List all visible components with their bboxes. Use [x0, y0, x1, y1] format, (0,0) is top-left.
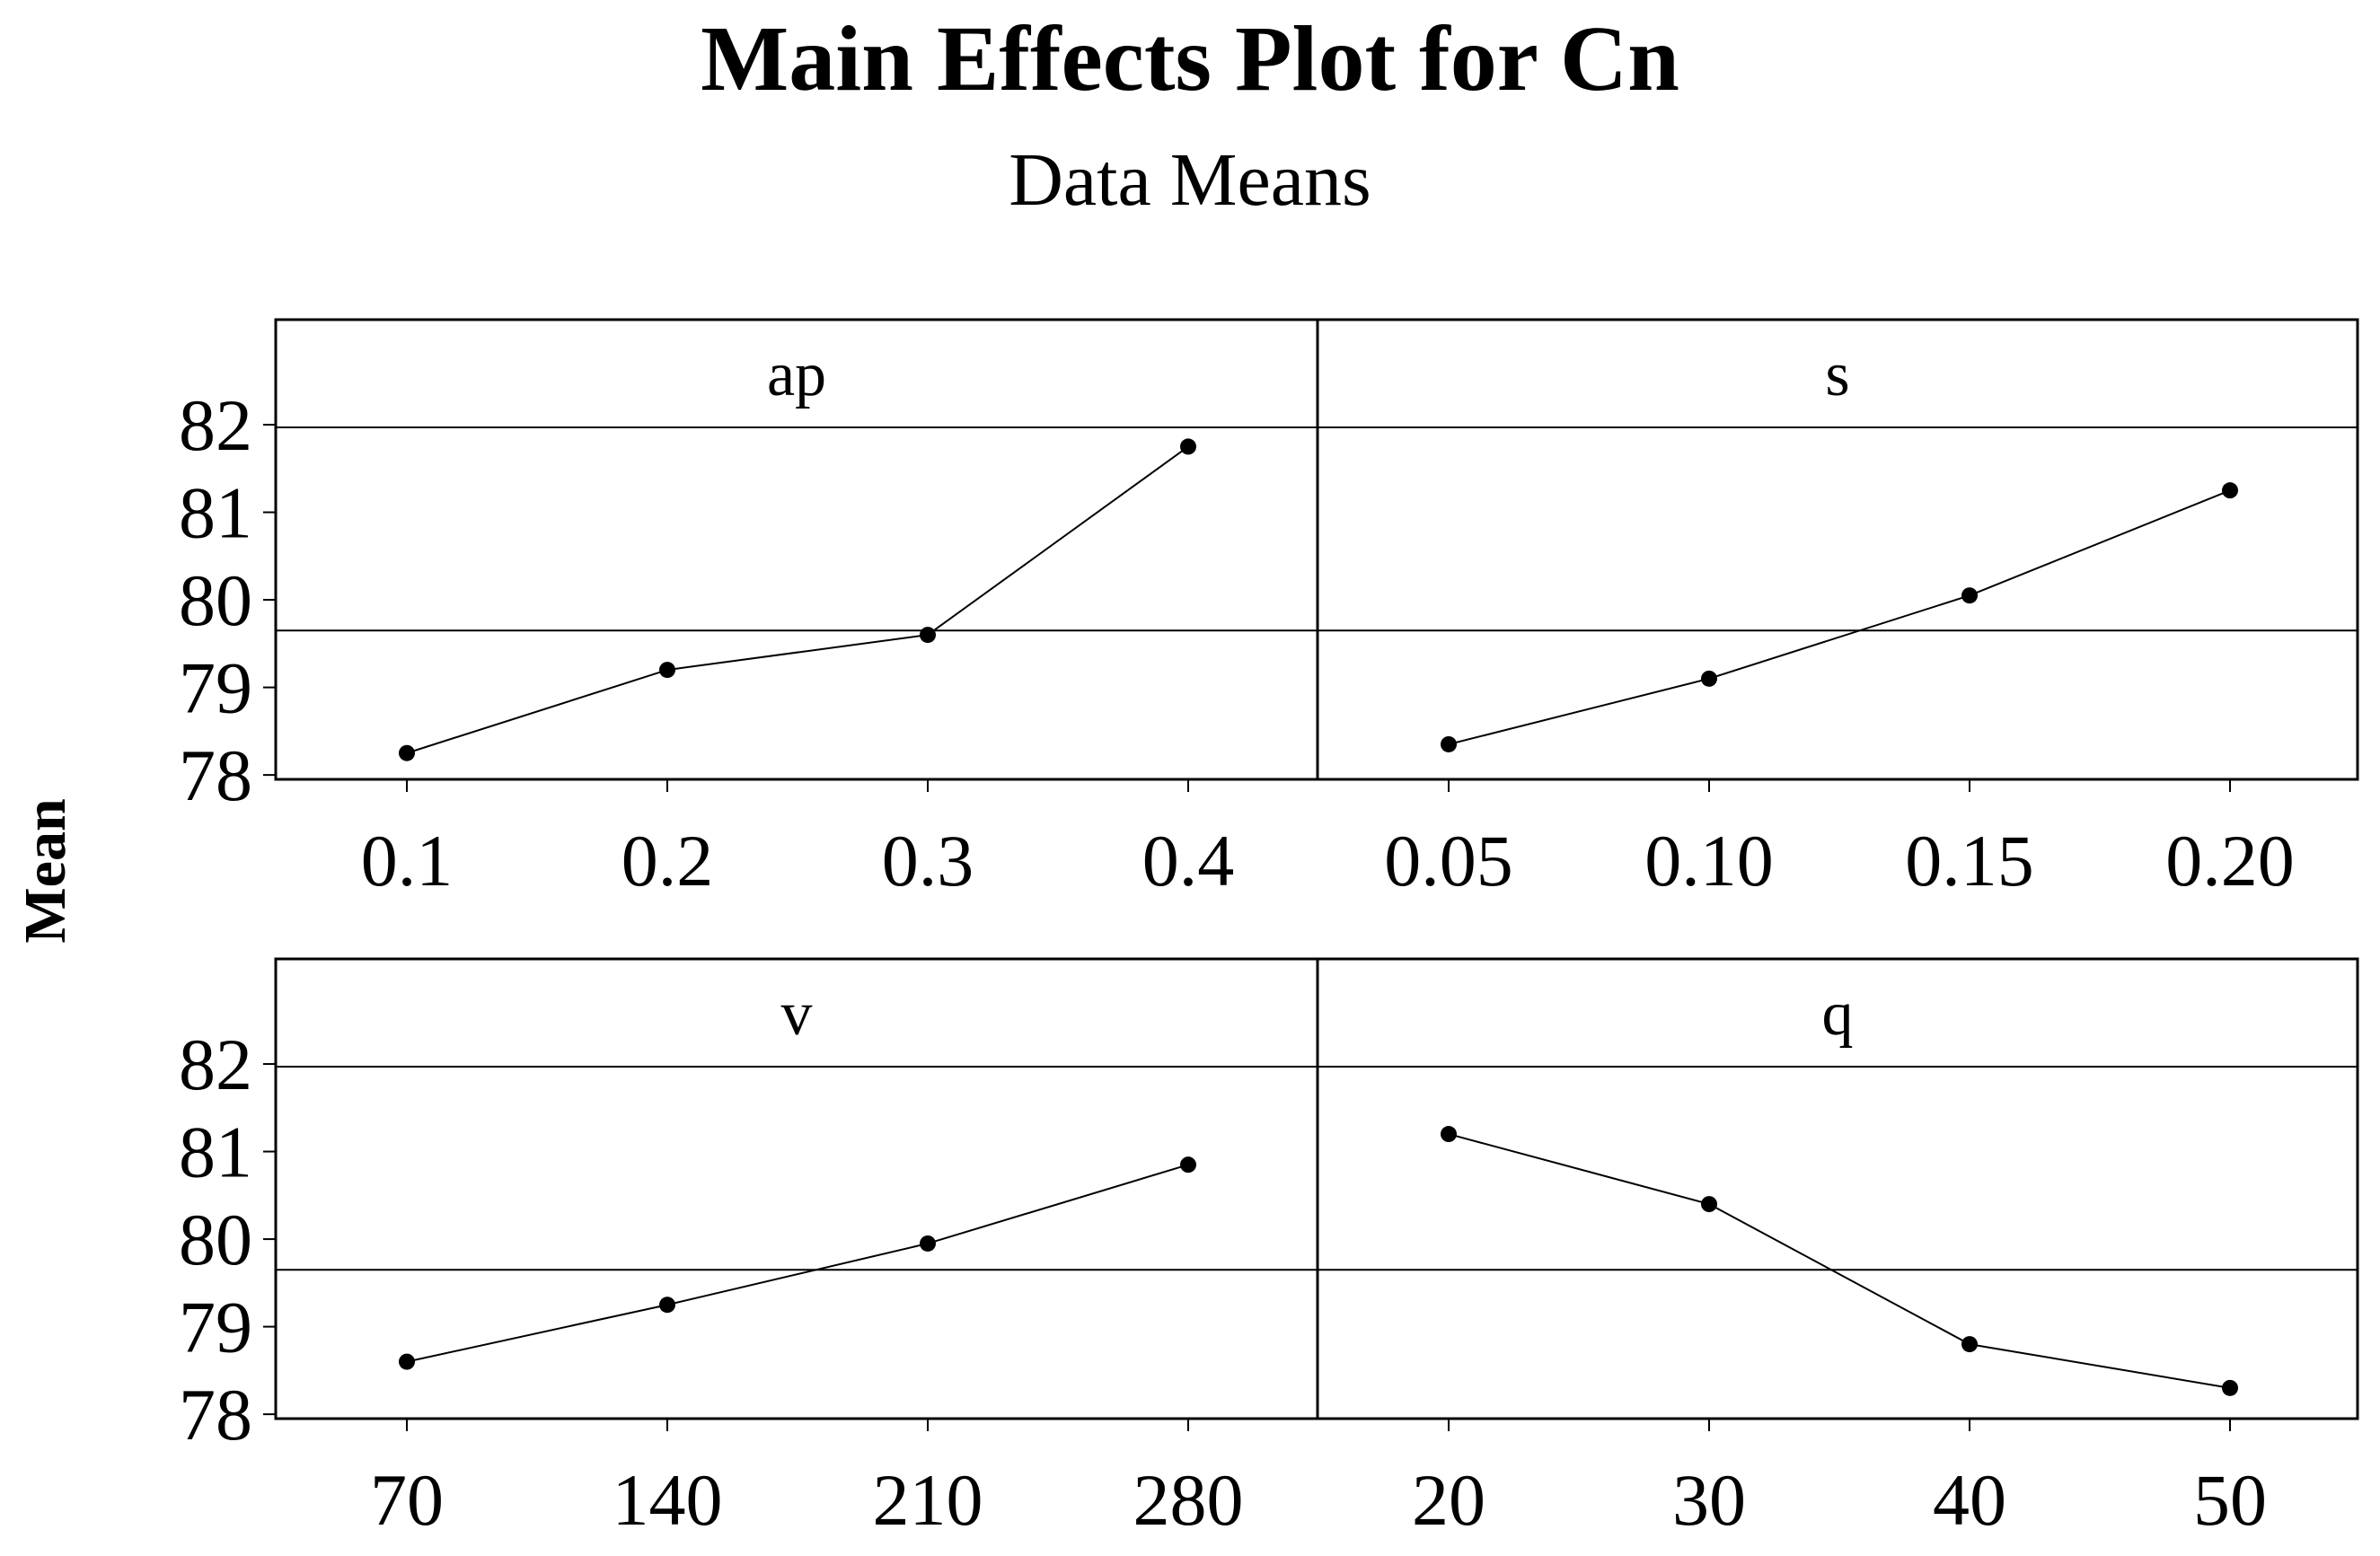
data-point	[2222, 482, 2238, 499]
x-tick-label: 0.2	[621, 820, 714, 901]
x-tick-label: 0.3	[882, 820, 974, 901]
x-tick-label: 20	[1412, 1459, 1485, 1541]
chart-title: Main Effects Plot for Cn	[701, 7, 1679, 110]
x-tick-label: 0.4	[1142, 820, 1235, 901]
x-tick-label: 30	[1672, 1459, 1746, 1541]
y-tick-label: 80	[179, 559, 252, 641]
data-point	[659, 1297, 675, 1314]
data-point	[399, 1353, 415, 1370]
data-point	[1701, 1196, 1717, 1213]
data-point	[1441, 735, 1457, 752]
chart-subtitle: Data Means	[1009, 138, 1371, 222]
data-point	[1961, 587, 1978, 604]
y-tick-label: 78	[179, 1374, 252, 1455]
series-line-ap	[406, 445, 1189, 754]
panel-title-v: v	[781, 980, 813, 1049]
x-tick-label: 50	[2193, 1459, 2267, 1541]
y-tick-label: 81	[179, 1112, 252, 1193]
data-point	[659, 662, 675, 679]
x-tick-label: 0.15	[1905, 820, 2034, 901]
data-point	[1701, 670, 1717, 687]
panel-title-q: q	[1822, 980, 1854, 1049]
x-tick-label: 0.10	[1644, 820, 1774, 901]
series-line-v	[406, 1164, 1189, 1363]
series-line-q	[1448, 1133, 2231, 1389]
series-line-s	[1448, 489, 2231, 745]
panel-title-s: s	[1825, 340, 1849, 409]
data-point	[920, 1235, 936, 1252]
x-tick-label: 0.05	[1384, 820, 1513, 901]
x-tick-label: 210	[873, 1459, 983, 1541]
panel-s: s 0.05 0.10 0.15 0.20	[1316, 318, 2359, 901]
y-tick-label: 80	[179, 1199, 252, 1280]
data-point	[920, 627, 936, 644]
y-tick-label: 79	[179, 647, 252, 729]
x-tick-label: 40	[1933, 1459, 2006, 1541]
x-tick-label: 280	[1133, 1459, 1244, 1541]
data-point	[399, 744, 415, 761]
y-tick-label: 82	[179, 1024, 252, 1105]
x-tick-label: 0.20	[2165, 820, 2295, 901]
y-tick-label: 78	[179, 734, 252, 816]
y-axis-label: Mean	[13, 798, 78, 943]
data-point	[2222, 1379, 2238, 1396]
y-tick-label: 82	[179, 384, 252, 466]
data-point	[1441, 1126, 1457, 1143]
data-point	[1180, 1156, 1196, 1174]
x-tick-label: 140	[613, 1459, 723, 1541]
x-tick-label: 0.1	[361, 820, 454, 901]
panel-title-ap: ap	[767, 340, 826, 409]
y-tick-label: 79	[179, 1287, 252, 1368]
y-tick-label: 81	[179, 472, 252, 554]
x-tick-label: 70	[370, 1459, 444, 1541]
data-point	[1180, 438, 1196, 455]
data-point	[1961, 1336, 1978, 1353]
panel-q: q 20 30 40 50	[1316, 957, 2359, 1541]
panel-frame	[1316, 957, 2359, 1420]
panel-frame	[1316, 318, 2359, 781]
